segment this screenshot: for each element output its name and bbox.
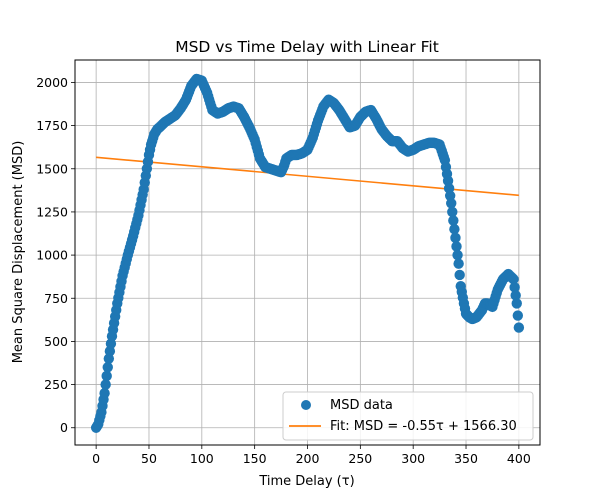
y-tick-label: 1750 <box>36 118 68 133</box>
msd-data-point <box>509 282 520 293</box>
msd-data-point <box>102 362 113 373</box>
msd-data-point <box>447 206 458 218</box>
x-tick-label: 300 <box>401 451 425 466</box>
x-tick-label: 350 <box>454 451 478 466</box>
legend-box <box>282 391 534 441</box>
grid <box>75 60 540 445</box>
legend-label-msd: MSD data <box>330 398 393 413</box>
x-tick-label: 50 <box>141 451 157 466</box>
x-tick-label: 0 <box>92 451 100 466</box>
y-tick-label: 1500 <box>36 161 68 176</box>
x-tick-label: 200 <box>296 451 320 466</box>
msd-data-point <box>99 388 110 399</box>
msd-data-point <box>448 215 459 226</box>
msd-data-point <box>513 322 525 333</box>
x-axis-label: Time Delay (τ) <box>258 474 354 489</box>
legend-label-fit: Fit: MSD = -0.55τ + 1566.30 <box>330 419 517 434</box>
msd-data-point <box>101 370 112 382</box>
y-axis: 0 250 500 750 1000 1250 1500 1750 2000 <box>36 75 75 435</box>
msd-data-point <box>452 249 463 261</box>
msd-data-point <box>512 310 524 321</box>
x-tick-label: 400 <box>507 451 531 466</box>
y-axis-label: Mean Square Displacement (MSD) <box>11 141 26 364</box>
msd-data-point <box>508 274 519 285</box>
y-tick-label: 0 <box>60 420 68 435</box>
legend: MSD data Fit: MSD = -0.55τ + 1566.30 <box>282 391 534 441</box>
msd-data-point <box>449 223 460 235</box>
msd-data-point <box>454 269 465 281</box>
msd-data-point <box>446 198 457 209</box>
y-tick-label: 500 <box>44 334 68 349</box>
y-tick-label: 2000 <box>36 75 68 90</box>
msd-data-point <box>450 232 461 244</box>
y-tick-label: 1250 <box>36 204 68 219</box>
x-tick-label: 150 <box>243 451 267 466</box>
chart-title: MSD vs Time Delay with Linear Fit <box>175 38 439 56</box>
msd-data-point <box>451 241 462 252</box>
x-tick-label: 100 <box>190 451 214 466</box>
x-tick-label: 250 <box>348 451 372 466</box>
y-tick-label: 250 <box>44 377 68 392</box>
msd-data-point <box>511 298 522 309</box>
msd-data-point <box>100 379 111 390</box>
y-tick-label: 750 <box>44 291 68 306</box>
msd-data-series <box>90 73 525 433</box>
msd-data-point <box>510 290 521 301</box>
legend-marker-msd <box>301 400 311 410</box>
x-axis: 0 50 100 150 200 250 300 350 400 <box>92 445 531 466</box>
y-tick-label: 1000 <box>36 248 68 263</box>
msd-data-point <box>453 258 464 269</box>
